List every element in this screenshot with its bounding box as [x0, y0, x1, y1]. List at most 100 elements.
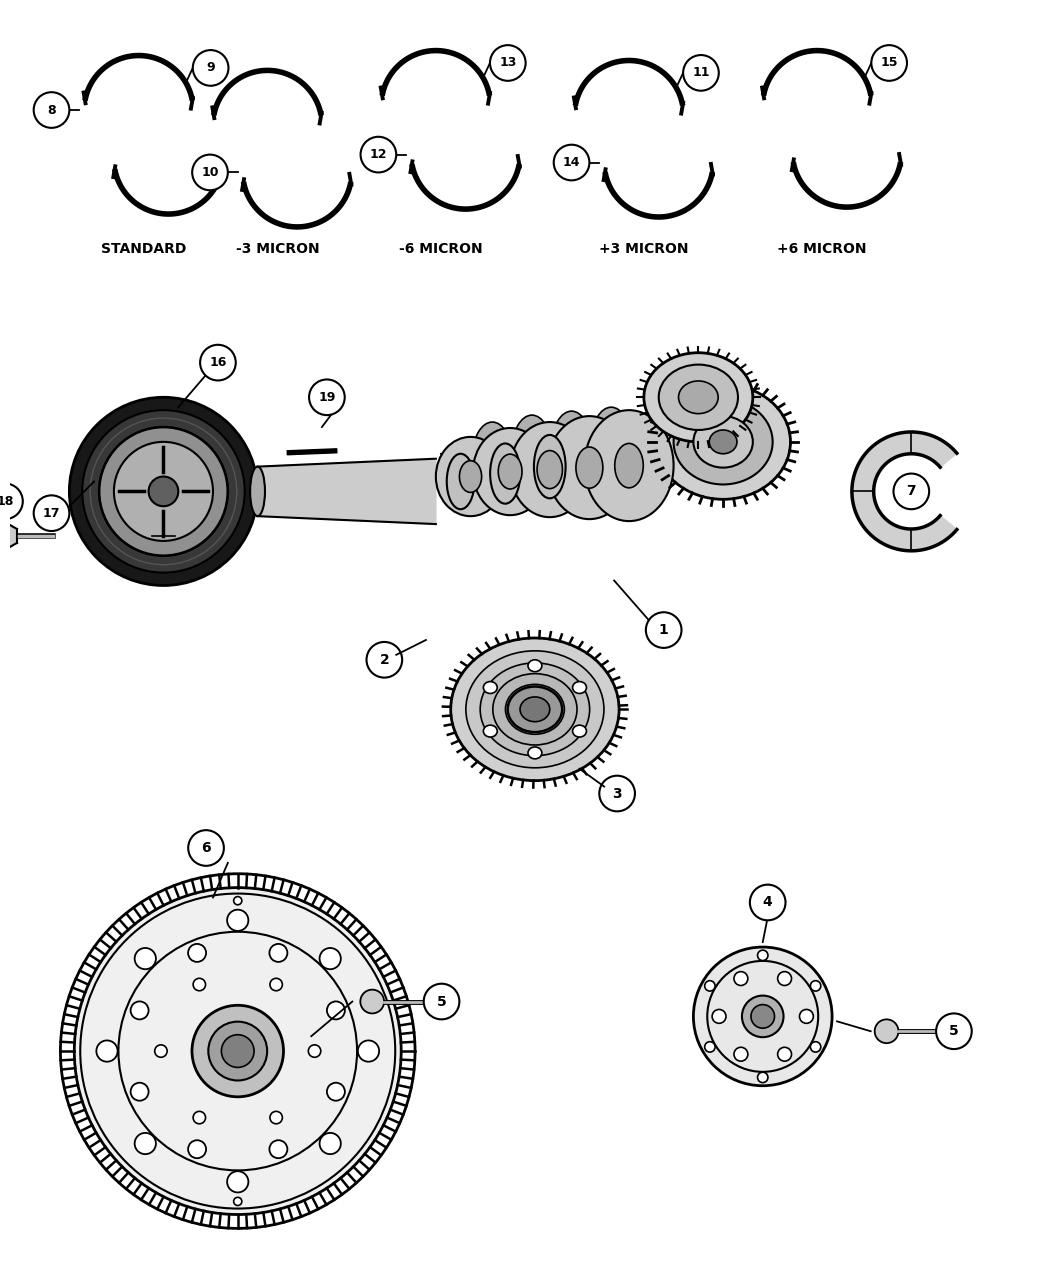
Circle shape	[227, 1172, 249, 1192]
Circle shape	[705, 1042, 715, 1052]
Ellipse shape	[656, 384, 791, 500]
Circle shape	[319, 1133, 341, 1154]
Circle shape	[600, 775, 635, 811]
Circle shape	[270, 1112, 282, 1123]
Ellipse shape	[591, 407, 631, 477]
Circle shape	[270, 1140, 288, 1158]
Circle shape	[693, 947, 832, 1086]
Circle shape	[154, 1044, 167, 1057]
Ellipse shape	[658, 365, 738, 430]
Circle shape	[208, 1021, 267, 1080]
Circle shape	[227, 909, 249, 931]
Circle shape	[309, 1044, 320, 1057]
Circle shape	[188, 944, 206, 961]
Ellipse shape	[572, 725, 587, 737]
Ellipse shape	[490, 444, 520, 504]
Circle shape	[75, 887, 401, 1215]
Circle shape	[327, 1082, 344, 1100]
Ellipse shape	[510, 422, 589, 518]
Circle shape	[937, 1014, 971, 1049]
Circle shape	[34, 496, 69, 530]
Circle shape	[319, 949, 341, 969]
Circle shape	[188, 1140, 206, 1158]
Text: 3: 3	[612, 787, 622, 801]
Circle shape	[360, 989, 384, 1014]
Circle shape	[872, 45, 907, 80]
Ellipse shape	[693, 416, 753, 468]
Circle shape	[234, 896, 242, 905]
Circle shape	[894, 473, 929, 509]
Circle shape	[811, 1042, 821, 1052]
Ellipse shape	[472, 422, 512, 491]
Text: 10: 10	[202, 166, 218, 178]
Ellipse shape	[533, 435, 566, 499]
Text: -3 MICRON: -3 MICRON	[235, 242, 319, 256]
Text: 9: 9	[206, 61, 215, 74]
Ellipse shape	[674, 399, 773, 484]
Circle shape	[82, 411, 245, 572]
Text: 17: 17	[43, 506, 60, 520]
Circle shape	[366, 641, 402, 677]
Ellipse shape	[644, 353, 753, 442]
Ellipse shape	[528, 747, 542, 759]
Text: 13: 13	[499, 56, 517, 69]
Circle shape	[750, 885, 785, 921]
Circle shape	[811, 980, 821, 991]
Circle shape	[99, 427, 228, 556]
Circle shape	[309, 380, 344, 416]
Ellipse shape	[505, 685, 565, 734]
Ellipse shape	[547, 416, 631, 519]
Circle shape	[193, 978, 206, 991]
Polygon shape	[257, 459, 436, 524]
Circle shape	[742, 996, 783, 1037]
Circle shape	[751, 1005, 775, 1028]
Circle shape	[757, 1072, 768, 1082]
Ellipse shape	[512, 416, 551, 484]
Circle shape	[149, 477, 179, 506]
Circle shape	[188, 830, 224, 866]
Ellipse shape	[585, 411, 674, 521]
Circle shape	[684, 55, 719, 91]
Ellipse shape	[551, 411, 591, 481]
Ellipse shape	[528, 659, 542, 672]
Polygon shape	[852, 432, 957, 551]
Circle shape	[270, 978, 282, 991]
Circle shape	[130, 1082, 149, 1100]
Circle shape	[0, 483, 23, 519]
Ellipse shape	[492, 673, 578, 745]
Ellipse shape	[480, 663, 590, 756]
Text: 4: 4	[762, 895, 773, 909]
Text: 1: 1	[658, 623, 669, 638]
Ellipse shape	[678, 381, 718, 413]
Text: 12: 12	[370, 148, 387, 161]
Circle shape	[34, 92, 69, 128]
Circle shape	[327, 1001, 344, 1020]
Text: 5: 5	[949, 1024, 959, 1038]
Circle shape	[113, 442, 213, 541]
Text: 11: 11	[692, 66, 710, 79]
Circle shape	[270, 944, 288, 961]
Circle shape	[193, 50, 229, 85]
Text: STANDARD: STANDARD	[101, 242, 186, 256]
Circle shape	[201, 344, 236, 380]
Ellipse shape	[250, 467, 265, 516]
Text: 6: 6	[202, 842, 211, 856]
Text: 8: 8	[47, 103, 56, 116]
Ellipse shape	[507, 686, 562, 732]
Text: 19: 19	[318, 391, 336, 404]
Ellipse shape	[466, 650, 604, 768]
Ellipse shape	[575, 448, 603, 488]
Circle shape	[734, 1047, 748, 1061]
Text: 18: 18	[0, 495, 14, 507]
Ellipse shape	[614, 444, 644, 488]
Ellipse shape	[538, 450, 563, 488]
Text: -6 MICRON: -6 MICRON	[399, 242, 483, 256]
Circle shape	[712, 1010, 726, 1024]
Ellipse shape	[446, 454, 475, 509]
Circle shape	[875, 1019, 899, 1043]
Polygon shape	[441, 451, 658, 487]
Circle shape	[646, 612, 681, 648]
Circle shape	[192, 1005, 284, 1096]
Circle shape	[778, 972, 792, 986]
Circle shape	[69, 398, 257, 585]
